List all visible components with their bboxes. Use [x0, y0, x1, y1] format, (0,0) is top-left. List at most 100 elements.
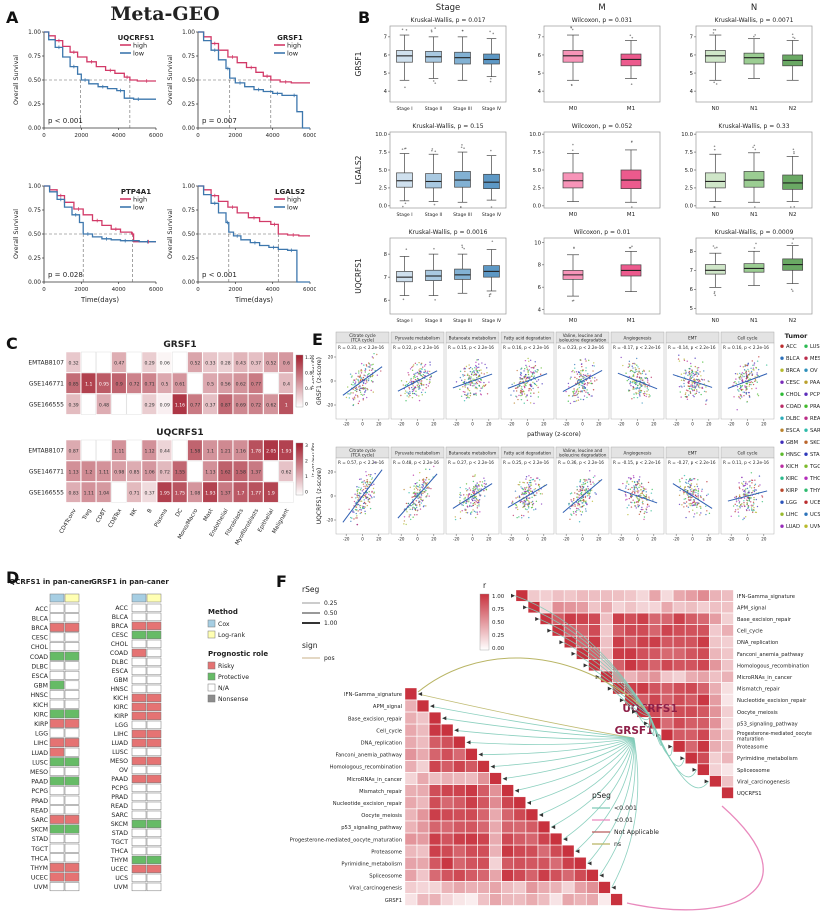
cancer-code: BRCA	[31, 625, 49, 632]
cell-value: 1.13	[68, 469, 78, 475]
x-tick: 20	[486, 537, 492, 542]
y-axis-label: Overall Survival	[167, 55, 174, 105]
scatter-UQCRFS1-2: Pyruvate metabolism R = 0.48, p < 2.2e-16…	[390, 446, 445, 542]
r-tick: 0.00	[492, 646, 505, 652]
logrank-cell	[146, 657, 162, 667]
facet-title: Cell cycle	[738, 450, 758, 455]
facet-title: Pyruvate metabolism	[395, 335, 440, 340]
cell-value: 0.87	[68, 448, 78, 454]
facet-title-2: (TCA cycle)	[351, 452, 375, 457]
celltype-label: Treg	[81, 508, 93, 522]
logrank-cell	[64, 882, 80, 892]
cox-cell	[131, 612, 147, 622]
cell-value: 1.55	[175, 469, 185, 475]
x-tick: 2000	[228, 287, 242, 293]
tumor-item: LUSC	[810, 344, 820, 350]
y-axis-label: Overall Survival	[13, 55, 20, 105]
cox-cell	[49, 814, 65, 824]
cox-cell	[131, 747, 147, 757]
corr-stat: R = 0.36, p < 2.2e-16	[558, 460, 604, 465]
tumor-item: DLBC	[786, 416, 800, 422]
corr-stat: R = -0.27, p < 2.2e-16	[668, 460, 716, 465]
pathway-label-right: Homologous_recombination	[737, 663, 809, 669]
tumor-item: BRCA	[786, 368, 801, 374]
legend-tick: 0	[305, 490, 308, 496]
x-tick: 0	[416, 422, 419, 427]
boxplot-UQCRFS1-N: Kruskal-Wallis, p = 0.0009 5 6 7 8 N0 N1 N2	[690, 229, 813, 324]
facet-title: Citrate cycle	[349, 333, 376, 338]
x-tick: 0	[581, 537, 584, 542]
cell-value: 1.11	[114, 448, 124, 454]
group-label: M0	[569, 106, 578, 112]
logrank-cell	[146, 828, 162, 838]
y-tick: 7	[384, 35, 387, 41]
y-tick: 7	[690, 268, 693, 274]
legend-tick: 0.8	[305, 371, 312, 377]
cell-value: 0.72	[160, 469, 170, 475]
group-label: Stage I	[396, 318, 412, 324]
pathway-label-left: Cell_cycle	[376, 728, 402, 734]
cell-value: 0.28	[220, 360, 230, 366]
facet-title: Pyruvate metabolism	[395, 450, 440, 455]
km-gene-label: LGALS2	[275, 188, 305, 196]
logrank-cell	[146, 693, 162, 703]
tumor-legend-title: Tumor	[785, 332, 809, 340]
trend-line	[397, 473, 438, 519]
cox-cell	[49, 824, 65, 834]
tumor-item: READ	[810, 416, 820, 422]
role-legend-title: Prognostic role	[208, 650, 268, 658]
y-tick: 7.5	[533, 150, 541, 156]
heatmap-title: GRSF1	[163, 340, 196, 350]
pseg-legend: pSeg<0.001 <0.01 Not Applicable ns	[592, 791, 659, 848]
cancer-code: THYM	[29, 865, 48, 872]
x-tick: 0	[526, 422, 529, 427]
scatter-GRSF1-3: Butanoate metabolism R = 0.15, p < 2.2e-1…	[445, 331, 500, 427]
logrank-cell	[64, 814, 80, 824]
logrank-cell	[146, 702, 162, 712]
y-axis-label: GRSF1 (z-score)	[316, 357, 323, 405]
heatmap-title: UQCRFS1	[156, 428, 203, 438]
facet-title: Angiogenesis	[624, 450, 652, 455]
pathway-label-left: Viral_carcinogenesis	[349, 886, 402, 892]
cancer-code: THCA	[30, 855, 49, 862]
logrank-cell	[146, 765, 162, 775]
trend-line	[617, 488, 658, 504]
km-curve-low	[44, 185, 156, 243]
left-triangle-grsf1: IFN-Gamma_signature APM_signal Base_excisi…	[290, 687, 623, 906]
cox-cell	[131, 711, 147, 721]
y-tick: 0.50	[182, 232, 195, 238]
logrank-cell	[64, 632, 80, 642]
cell-value: 1.11	[84, 490, 94, 496]
cox-cell	[49, 690, 65, 700]
facet-title-2: (TCA cycle)	[351, 337, 375, 342]
x-tick: 20	[651, 537, 657, 542]
pathway-label-left: p53_signaling_pathway	[341, 825, 402, 831]
role-item: Nonsense	[218, 696, 249, 703]
pathway-label-left: Mismatch_repair	[359, 789, 403, 795]
cox-cell	[131, 783, 147, 793]
role-item: Risky	[218, 663, 235, 670]
row-gene-LGALS2: LGALS2	[354, 155, 363, 184]
r-tick: 0.75	[492, 607, 505, 613]
table-title: GRSF1 in pan-caner	[91, 578, 169, 586]
pathway-label-left: Homologous_recombination	[330, 765, 402, 771]
pseg-item: <0.01	[614, 817, 633, 824]
pathway-label-left: Spliceosome	[369, 874, 402, 880]
y-tick: 6	[690, 287, 694, 293]
km-p-value: p = 0.028	[48, 271, 83, 279]
cancer-code: LGG	[115, 722, 128, 729]
y-tick: 20	[328, 470, 334, 475]
rseg-item: 0.50	[324, 610, 338, 617]
tumor-item: UCS	[810, 512, 820, 518]
logrank-cell	[64, 824, 80, 834]
x-tick: 0	[691, 422, 694, 427]
x-tick: 0	[636, 537, 639, 542]
cell-value: 0.48	[99, 402, 109, 408]
cancer-code: PAAD	[31, 779, 48, 786]
pathway-label-right: Nucleotide_excision_repair	[737, 698, 807, 704]
y-tick: 5	[538, 71, 541, 77]
pathway-label-right: Cell_cycle	[737, 629, 763, 635]
cox-cell	[131, 666, 147, 676]
cell-value: 0.98	[114, 469, 124, 475]
